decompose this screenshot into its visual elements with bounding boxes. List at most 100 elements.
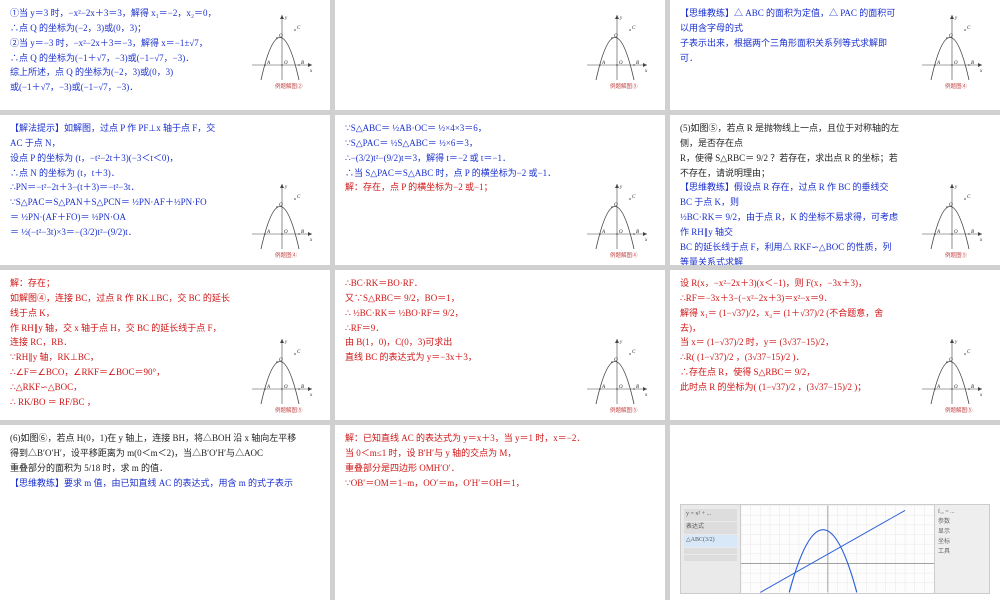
svg-text:C: C [632, 195, 636, 200]
text-line: ∴存在点 R，使得 S△RBC＝ 9/2， [680, 365, 900, 380]
svg-text:例题解图⑤: 例题解图⑤ [945, 406, 973, 414]
svg-text:Q: Q [279, 358, 283, 363]
panel-r1c3: 【思维教练】△ ABC 的面积为定值，△ PAC 的面积可以用含字母的式子表示出… [670, 0, 1000, 110]
panel-r3c1: 解：存在；如解图④，连接 BC，过点 R 作 RK⊥BC，交 BC 的延长线于点… [0, 270, 330, 420]
svg-text:B: B [971, 61, 974, 66]
svg-text:C: C [967, 26, 971, 31]
text-line: ∴ RK/BO ＝ RF/BC ， [10, 395, 230, 410]
text-line: 解：存在，点 P 的横坐标为−2 或−1； [345, 180, 565, 195]
svg-text:Q: Q [949, 34, 953, 39]
svg-text:B: B [636, 230, 639, 235]
panel-r1c2: x y ABCOQ 例题解图③ [335, 0, 665, 110]
text-block: 解：已知直线 AC 的表达式为 y＝x＋3，当 y＝1 时，x＝−2．当 0＜m… [345, 431, 655, 490]
text-line: 当 x＝ (1−√37)/2 时，y＝ (3√37−15)/2， [680, 335, 900, 350]
svg-text:y: y [619, 185, 623, 190]
panel-r3c2: ∴BC·RK＝BO·RF．又∵S△RBC＝ 9/2，BO＝1，∴ ½BC·RK＝… [335, 270, 665, 420]
text-line: ∵S△PAC＝ ½S△ABC＝ ½×6＝3， [345, 136, 565, 151]
panel-calculator: y = x² + ... 表达式 △ABC(3/2) f₁ₐ = ...参数显示… [670, 425, 1000, 600]
text-line: ∴∠F＝∠BCO，∠RKF＝∠BOC＝90°， [10, 365, 230, 380]
text-line: ∵S△PAC＝S△PAN＋S△PCN＝ ½PN·AF＋½PN·FO [10, 195, 230, 210]
text-line: ∴BC·RK＝BO·RF． [345, 276, 565, 291]
svg-text:y: y [619, 340, 623, 345]
svg-text:例题解图③: 例题解图③ [610, 82, 638, 90]
svg-text:Q: Q [279, 203, 283, 208]
text-line: ∴点 Q 的坐标为(−2，3)或(0，3)； [10, 21, 230, 36]
text-line: ∴△RKF∽△BOC， [10, 380, 230, 395]
text-line: 得到△B′O′H′，设平移距离为 m(0＜m＜2)，当△B′O′H′与△AOC [10, 446, 320, 461]
text-line: 此时点 R 的坐标为( (1−√37)/2 ，(3√37−15)/2 )； [680, 380, 900, 395]
svg-text:B: B [301, 385, 304, 390]
svg-text:Q: Q [614, 203, 618, 208]
panel-r4c2: 解：已知直线 AC 的表达式为 y＝x＋3，当 y＝1 时，x＝−2．当 0＜m… [335, 425, 665, 600]
text-line: (6)如图⑥，若点 H(0，1)在 y 轴上，连接 BH，将△BOH 沿 x 轴… [10, 431, 320, 446]
text-block: 设 R(x，−x²−2x＋3)(x＜−1)，则 F(x，−3x＋3)，∴RF＝−… [680, 276, 900, 395]
text-line: 作 RH∥y 轴，交 x 轴于点 H，交 BC 的延长线于点 F，连接 RC，R… [10, 321, 230, 351]
svg-text:y: y [284, 340, 288, 345]
svg-text:x: x [309, 393, 313, 398]
panel-r2c1: 【解法提示】如解图，过点 P 作 PF⊥x 轴于点 F，交 AC 于点 N，设点… [0, 115, 330, 265]
text-line: ½BC·RK＝ 9/2，由于点 R，K 的坐标不易求得，可考虑作 RH∥y 轴交 [680, 210, 900, 240]
svg-text:x: x [309, 69, 313, 74]
svg-text:B: B [971, 230, 974, 235]
svg-text:y: y [954, 185, 958, 190]
text-line: 由 B(1，0)，C(0，3)可求出 [345, 335, 565, 350]
text-line: 如解图④，连接 BC，过点 R 作 RK⊥BC，交 BC 的延长线于点 K， [10, 291, 230, 321]
svg-text:O: O [619, 230, 623, 235]
text-line: ②当 y＝−3 时，−x²−2x＋3＝−3，解得 x＝−1±√7， [10, 36, 230, 51]
text-line: 直线 BC 的表达式为 y＝−3x＋3， [345, 350, 565, 365]
svg-text:B: B [636, 61, 639, 66]
text-line: 设点 P 的坐标为 (t，−t²−2t＋3)(−3＜t＜0)， [10, 151, 230, 166]
text-line: (5)如图⑤，若点 R 是抛物线上一点，且位于对称轴的左侧，是否存在点 [680, 121, 900, 151]
svg-text:B: B [301, 61, 304, 66]
svg-text:Q: Q [279, 34, 283, 39]
svg-text:O: O [284, 230, 288, 235]
text-line: 解：已知直线 AC 的表达式为 y＝x＋3，当 y＝1 时，x＝−2． [345, 431, 655, 446]
svg-text:例题图④: 例题图④ [945, 82, 968, 90]
svg-text:x: x [644, 238, 648, 243]
text-line: 子表示出来，根据两个三角形面积关系列等式求解即可． [680, 36, 900, 66]
svg-text:Q: Q [614, 34, 618, 39]
svg-text:Q: Q [949, 358, 953, 363]
svg-text:O: O [284, 385, 288, 390]
text-line: 当 0＜m≤1 时，设 B′H′与 y 轴的交点为 M， [345, 446, 655, 461]
text-line: ∵RH∥y 轴，RK⊥BC， [10, 350, 230, 365]
text-block: (5)如图⑤，若点 R 是抛物线上一点，且位于对称轴的左侧，是否存在点R，使得 … [680, 121, 900, 265]
text-line: ＝ ½(−t²−3t)×3＝−(3/2)t²−(9/2)t． [10, 225, 230, 240]
text-line: R，使得 S△RBC＝ 9/2 ？若存在，求出点 R 的坐标；若不存在，请说明理… [680, 151, 900, 181]
text-line: 或(−1＋√7，−3)或(−1−√7，−3)． [10, 80, 230, 95]
parabola-graph: x y ABCOQ 例题解图⑤ [912, 334, 992, 414]
svg-text:O: O [284, 61, 288, 66]
text-line: ∴RF＝9． [345, 321, 565, 336]
svg-text:x: x [309, 238, 313, 243]
svg-text:C: C [297, 195, 301, 200]
text-line: 重叠部分的面积为 5/18 时，求 m 的值． [10, 461, 320, 476]
text-block: ①当 y＝3 时，−x²−2x＋3＝3，解得 x₁＝−2，x₂＝0，∴点 Q 的… [10, 6, 230, 95]
text-block: 【思维教练】△ ABC 的面积为定值，△ PAC 的面积可以用含字母的式子表示出… [680, 6, 900, 65]
svg-text:x: x [979, 238, 983, 243]
text-line: ∵S△ABC＝ ½AB·OC＝ ½×4×3＝6， [345, 121, 565, 136]
svg-text:例题图⑤: 例题图⑤ [945, 251, 968, 259]
svg-text:O: O [954, 61, 958, 66]
text-line: ∴点 Q 的坐标为(−1＋√7，−3)或(−1−√7，−3)． [10, 51, 230, 66]
parabola-graph: x y ABCOQ 例题解图④ [577, 179, 657, 259]
svg-text:O: O [954, 385, 958, 390]
svg-text:C: C [297, 350, 301, 355]
text-block: 解：存在；如解图④，连接 BC，过点 R 作 RK⊥BC，交 BC 的延长线于点… [10, 276, 230, 410]
svg-text:C: C [967, 195, 971, 200]
svg-text:y: y [954, 340, 958, 345]
text-line: ＝ ½PN·(AF＋FO)＝ ½PN·OA [10, 210, 230, 225]
svg-text:O: O [954, 230, 958, 235]
text-line: ∴−(3/2)t²−(9/2)t＝3，解得 t＝−2 或 t＝−1． [345, 151, 565, 166]
text-line: 设 R(x，−x²−2x＋3)(x＜−1)，则 F(x，−3x＋3)， [680, 276, 900, 291]
parabola-graph: x y ABCOQ 例题解图⑤ [577, 334, 657, 414]
svg-text:y: y [954, 16, 958, 21]
svg-text:y: y [619, 16, 623, 21]
text-line: ∴点 N 的坐标为 (t，t＋3)． [10, 166, 230, 181]
svg-text:y: y [284, 185, 288, 190]
svg-text:C: C [632, 350, 636, 355]
text-line: 解：存在； [10, 276, 230, 291]
panel-r1c1: ①当 y＝3 时，−x²−2x＋3＝3，解得 x₁＝−2，x₂＝0，∴点 Q 的… [0, 0, 330, 110]
text-line: ∵OB′＝OM＝1−m，OO′＝m，O′H′＝OH＝1， [345, 476, 655, 491]
text-line: 解得 x₁＝ (1−√37)/2，x₂＝ (1＋√37)/2 (不合题意，舍去)… [680, 306, 900, 336]
svg-text:例题解图⑤: 例题解图⑤ [610, 406, 638, 414]
